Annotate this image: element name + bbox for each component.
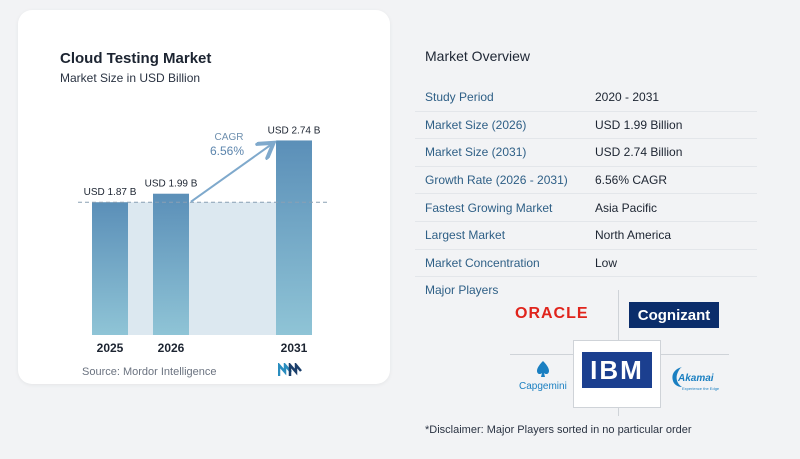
row-value: 6.56% CAGR — [595, 173, 668, 188]
akamai-logo: Akamai — [678, 373, 714, 384]
cagr-arrow — [190, 144, 272, 203]
bar-value-label: USD 2.74 B — [268, 125, 321, 136]
cagr-label: CAGR — [215, 132, 244, 143]
akamai-swoosh-icon — [672, 367, 682, 387]
bar-chart: USD 1.87 B 2025 USD 1.99 B 2026 USD 2.74 B 20… — [78, 125, 328, 355]
overview-table: Study Period 2020 - 2031 Market Size (202… — [415, 84, 757, 278]
row-value: Asia Pacific — [595, 200, 658, 215]
akamai-tagline: Experience the Edge — [682, 386, 720, 391]
bar — [153, 193, 189, 335]
x-tick-label: 2025 — [97, 341, 124, 355]
overview-row: Study Period 2020 - 2031 — [415, 84, 757, 112]
divider — [510, 354, 573, 355]
row-value: Low — [595, 255, 618, 270]
chart-subtitle: Market Size in USD Billion — [60, 71, 201, 85]
row-key: Market Size (2031) — [425, 145, 527, 160]
row-value: USD 2.74 Billion — [595, 145, 683, 160]
capgemini-logo: Capgemini — [519, 381, 567, 392]
major-players-title: Major Players — [425, 283, 499, 297]
bar — [92, 202, 128, 335]
overview-row: Growth Rate (2026 - 2031) 6.56% CAGR — [415, 167, 757, 195]
oracle-logo: ORACLE — [515, 305, 589, 322]
row-value: 2020 - 2031 — [595, 90, 660, 105]
divider — [618, 406, 619, 416]
row-value: USD 1.99 Billion — [595, 117, 683, 132]
reference-shade — [128, 202, 276, 335]
overview-title: Market Overview — [425, 48, 531, 64]
overview-row: Largest Market North America — [415, 222, 757, 250]
row-key: Market Concentration — [425, 255, 540, 270]
row-key: Market Size (2026) — [425, 117, 527, 132]
bar-value-label: USD 1.99 B — [145, 179, 198, 190]
bar-value-label: USD 1.87 B — [84, 187, 137, 198]
cagr-value: 6.56% — [210, 144, 244, 158]
mordor-logo-icon — [278, 363, 302, 376]
bar — [276, 140, 312, 335]
row-key: Largest Market — [425, 228, 506, 243]
disclaimer: *Disclaimer: Major Players sorted in no … — [425, 424, 692, 436]
cognizant-logo: Cognizant — [629, 302, 719, 328]
ibm-logo: IBM — [582, 352, 652, 388]
source-label: Source: Mordor Intelligence — [82, 366, 217, 378]
overview-row: Market Size (2031) USD 2.74 Billion — [415, 139, 757, 167]
overview-row: Market Size (2026) USD 1.99 Billion — [415, 112, 757, 140]
x-tick-label: 2031 — [281, 341, 308, 355]
row-key: Growth Rate (2026 - 2031) — [425, 173, 568, 188]
capgemini-spade-icon — [537, 361, 549, 377]
overview-row: Market Concentration Low — [415, 250, 757, 278]
row-key: Study Period — [425, 90, 494, 105]
divider — [618, 290, 619, 340]
divider — [659, 354, 729, 355]
overview-row: Fastest Growing Market Asia Pacific — [415, 194, 757, 222]
row-value: North America — [595, 228, 672, 243]
row-key: Fastest Growing Market — [425, 200, 553, 215]
chart-title: Cloud Testing Market — [60, 50, 212, 67]
x-tick-label: 2026 — [158, 341, 185, 355]
